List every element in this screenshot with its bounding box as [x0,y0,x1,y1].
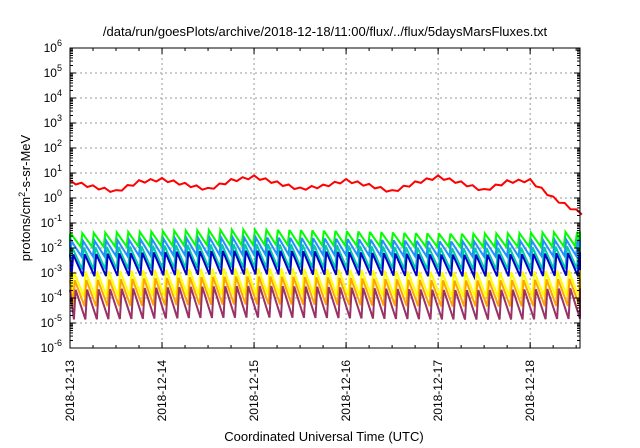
series-lines [69,174,583,320]
series-line-4 [69,243,581,274]
series-line-5 [69,250,581,281]
x-tick-labels: 2018-12-13 2018-12-14 2018-12-15 2018-12-16… [63,360,537,422]
x-tick-label: 2018-12-18 [523,360,537,422]
y-axis-title-sup: 2 [17,192,27,197]
chart-title: /data/run/goesPlots/archive/2018-12-18/1… [103,24,548,39]
series-line-8 [69,285,581,320]
series-line-6 [69,267,581,298]
x-tick-label: 2018-12-17 [431,360,445,422]
x-tick-label: 2018-12-13 [63,360,77,422]
y-tick-label: 10-4 [41,288,62,305]
y-tick-label: 10-2 [41,238,62,255]
y-tick-label: 102 [44,138,62,155]
y-tick-label: 100 [44,188,62,205]
x-tick-label: 2018-12-15 [247,360,261,422]
y-axis-title-base: protons/cm [18,197,33,261]
y-axis-title: protons/cm2-s-sr-MeV [17,134,33,261]
y-tick-label: 105 [44,63,62,80]
y-tick-label: 10-1 [41,213,62,230]
series-line-1 [69,174,583,216]
y-tick-label: 106 [44,38,62,55]
series-line-7 [69,276,581,307]
x-axis-title: Coordinated Universal Time (UTC) [224,429,423,444]
x-tick-label: 2018-12-14 [155,360,169,422]
y-tick-label: 101 [44,163,62,180]
y-tick-label: 10-6 [41,338,62,355]
axis-ticks [69,47,580,349]
y-tick-label: 10-3 [41,263,62,280]
x-tick-label: 2018-12-16 [339,360,353,422]
series-line-3 [69,233,581,260]
y-tick-labels: 10-6 10-5 10-4 10-3 10-2 10-1 100 101 102 103 104 1… [41,38,62,355]
series-line-2 [69,226,581,250]
y-tick-label: 10-5 [41,313,62,330]
y-tick-label: 104 [44,88,62,105]
y-tick-label: 103 [44,113,62,130]
y-axis-title-rest: -s-sr-MeV [18,134,33,191]
